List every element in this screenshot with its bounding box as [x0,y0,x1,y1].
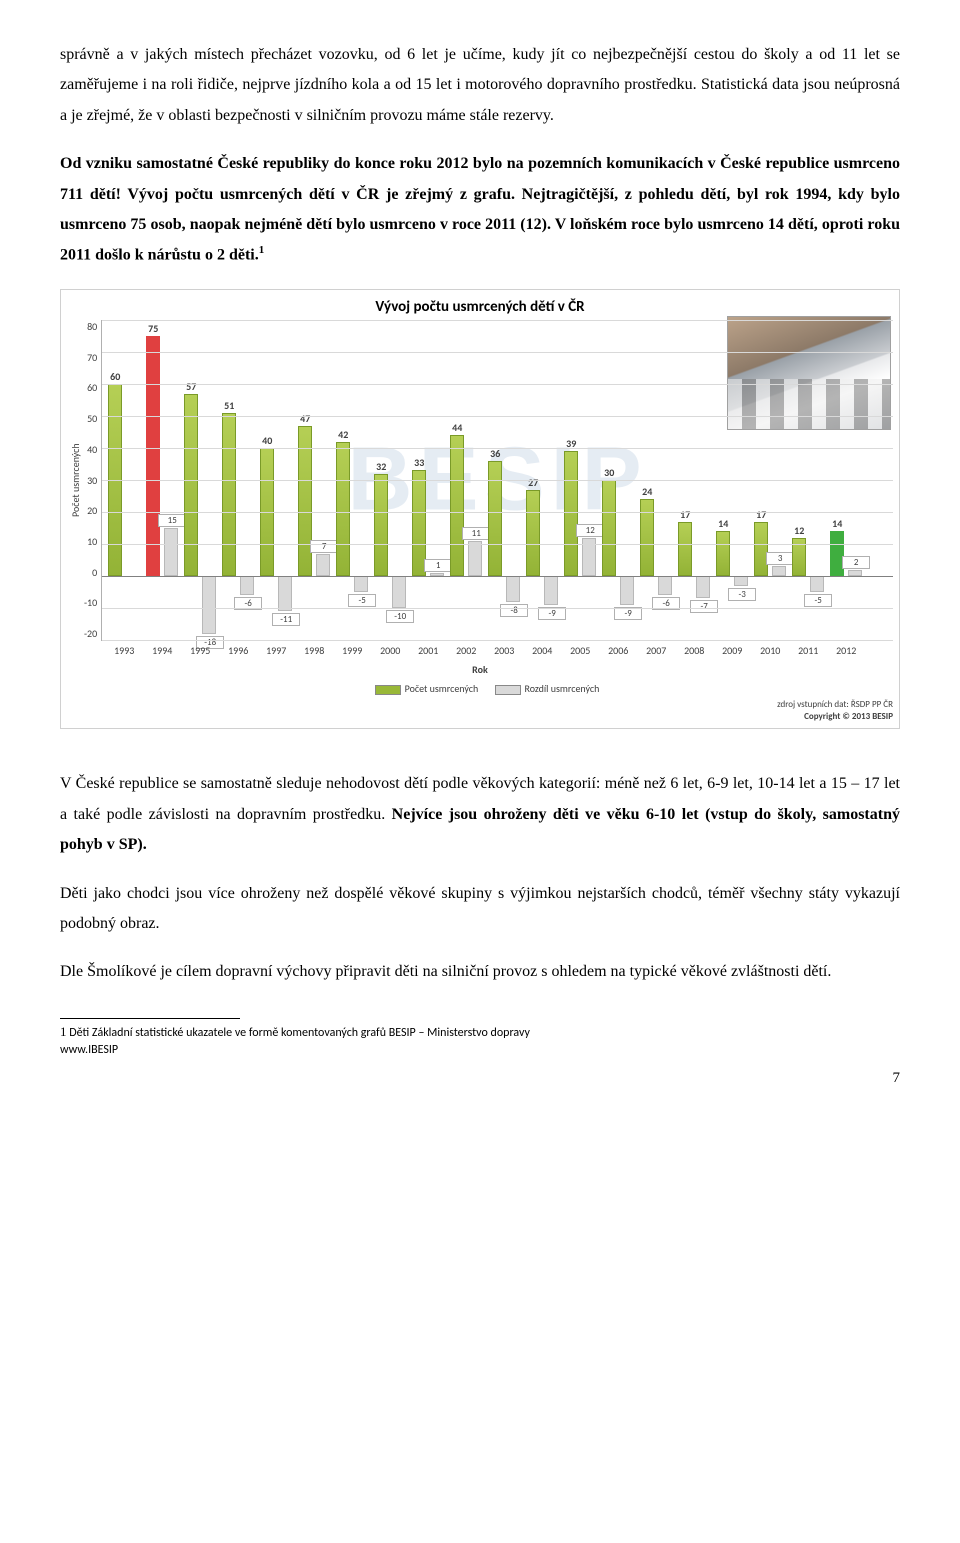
y-axis-ticks: 80706050403020100-10-20 [84,320,101,640]
paragraph-2: Od vzniku samostatné České republiky do … [60,149,900,271]
page-number: 7 [60,1070,900,1087]
legend-label-diff: Rozdíl usmrcených [525,682,600,695]
paragraph-5: Dle Šmolíkové je cílem dopravní výchovy … [60,957,900,987]
legend-swatch-diff [495,685,521,695]
legend-label-count: Počet usmrcených [405,682,479,695]
chart-plot-area: BESIP 60751557-1851-640-1147742-532-1033… [101,320,893,641]
chart-footer: zdroj vstupních dat: ŘSDP PP ČR Copyrigh… [67,699,893,722]
footnote-ref-1: 1 [259,244,265,256]
chart-container: Vývoj počtu usmrcených dětí v ČR Počet u… [60,289,900,729]
chart-source: zdroj vstupních dat: ŘSDP PP ČR [777,699,893,710]
chart-copyright: Copyright © 2013 BESIP [804,711,893,722]
footnote-text-2: www.IBESIP [60,1043,118,1057]
chart-title: Vývoj počtu usmrcených dětí v ČR [67,298,893,316]
chart-legend: Počet usmrcených Rozdíl usmrcených [67,682,893,695]
x-axis-label: Rok [67,663,893,676]
footnote-marker: 1 [60,1024,67,1039]
paragraph-2-text: Od vzniku samostatné České republiky do … [60,155,900,264]
paragraph-3: V České republice se samostatně sleduje … [60,769,900,860]
legend-swatch-count [375,685,401,695]
paragraph-1: správně a v jakých místech přecházet voz… [60,40,900,131]
footnote-separator [60,1018,240,1019]
paragraph-4: Děti jako chodci jsou více ohroženy než … [60,879,900,940]
footnote-text-1: Děti Základní statistické ukazatele ve f… [69,1026,530,1040]
footnote-1: 1 Děti Základní statistické ukazatele ve… [60,1023,900,1059]
y-axis-label: Počet usmrcených [67,320,84,641]
